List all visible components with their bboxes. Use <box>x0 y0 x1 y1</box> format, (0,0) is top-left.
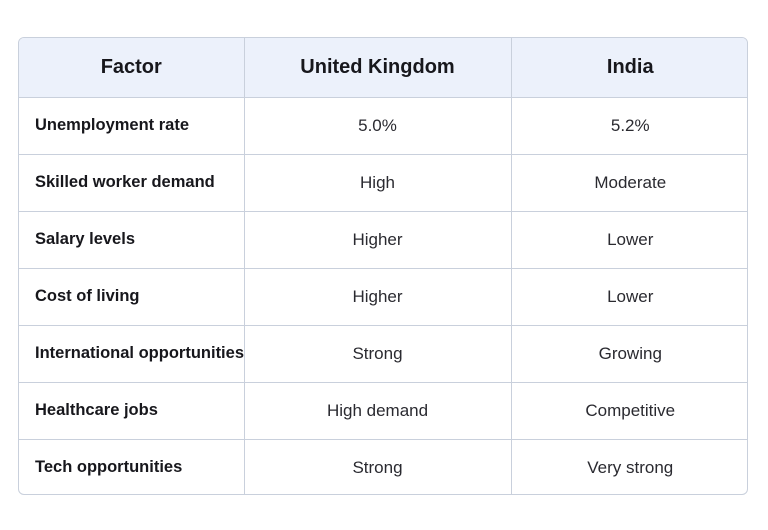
table-row: Healthcare jobs High demand Competitive <box>19 382 747 440</box>
factor-cell: Unemployment rate <box>19 97 245 155</box>
table-row: International opportunities Strong Growi… <box>19 325 747 383</box>
uk-cell: High demand <box>244 382 512 440</box>
uk-cell: High <box>244 154 512 212</box>
table-row: Cost of living Higher Lower <box>19 268 747 326</box>
header-factor: Factor <box>19 38 245 98</box>
india-cell: Lower <box>511 211 747 269</box>
factor-cell: Skilled worker demand <box>19 154 245 212</box>
uk-cell: Strong <box>244 439 512 494</box>
header-united-kingdom: United Kingdom <box>244 38 512 98</box>
comparison-table: Factor United Kingdom India Unemployment… <box>19 38 747 494</box>
india-cell: 5.2% <box>511 97 747 155</box>
table-row: Skilled worker demand High Moderate <box>19 154 747 212</box>
comparison-table-container: Factor United Kingdom India Unemployment… <box>18 37 748 495</box>
factor-cell: Salary levels <box>19 211 245 269</box>
table-row: Unemployment rate 5.0% 5.2% <box>19 97 747 155</box>
factor-cell: Healthcare jobs <box>19 382 245 440</box>
india-cell: Very strong <box>587 457 674 477</box>
factor-cell: Cost of living <box>19 268 245 326</box>
table-row: Salary levels Higher Lower <box>19 211 747 269</box>
factor-cell: Tech opportunities <box>19 439 245 494</box>
header-india: India <box>511 38 747 98</box>
header-row: Factor United Kingdom India <box>19 38 747 98</box>
india-cell: Moderate <box>511 154 747 212</box>
factor-cell: International opportunities <box>19 325 245 383</box>
india-cell: Competitive <box>511 382 747 440</box>
india-cell: Lower <box>511 268 747 326</box>
india-cell: Growing <box>511 325 747 383</box>
uk-cell: 5.0% <box>244 97 512 155</box>
table-row: Tech opportunities Strong Very strong <box>19 439 747 494</box>
uk-cell: Higher <box>244 211 512 269</box>
uk-cell: Higher <box>244 268 512 326</box>
uk-cell: Strong <box>244 325 512 383</box>
